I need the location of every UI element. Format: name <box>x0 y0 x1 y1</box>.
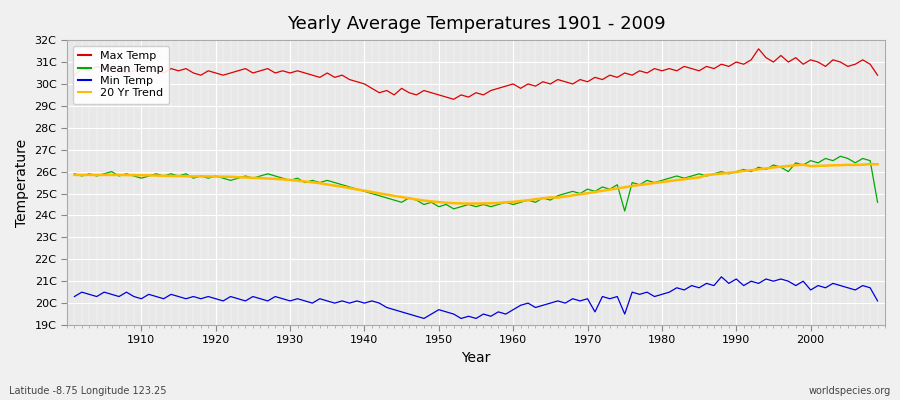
Text: worldspecies.org: worldspecies.org <box>809 386 891 396</box>
Text: Latitude -8.75 Longitude 123.25: Latitude -8.75 Longitude 123.25 <box>9 386 166 396</box>
X-axis label: Year: Year <box>462 351 490 365</box>
Y-axis label: Temperature: Temperature <box>15 138 29 227</box>
Title: Yearly Average Temperatures 1901 - 2009: Yearly Average Temperatures 1901 - 2009 <box>287 15 665 33</box>
Legend: Max Temp, Mean Temp, Min Temp, 20 Yr Trend: Max Temp, Mean Temp, Min Temp, 20 Yr Tre… <box>73 46 169 104</box>
